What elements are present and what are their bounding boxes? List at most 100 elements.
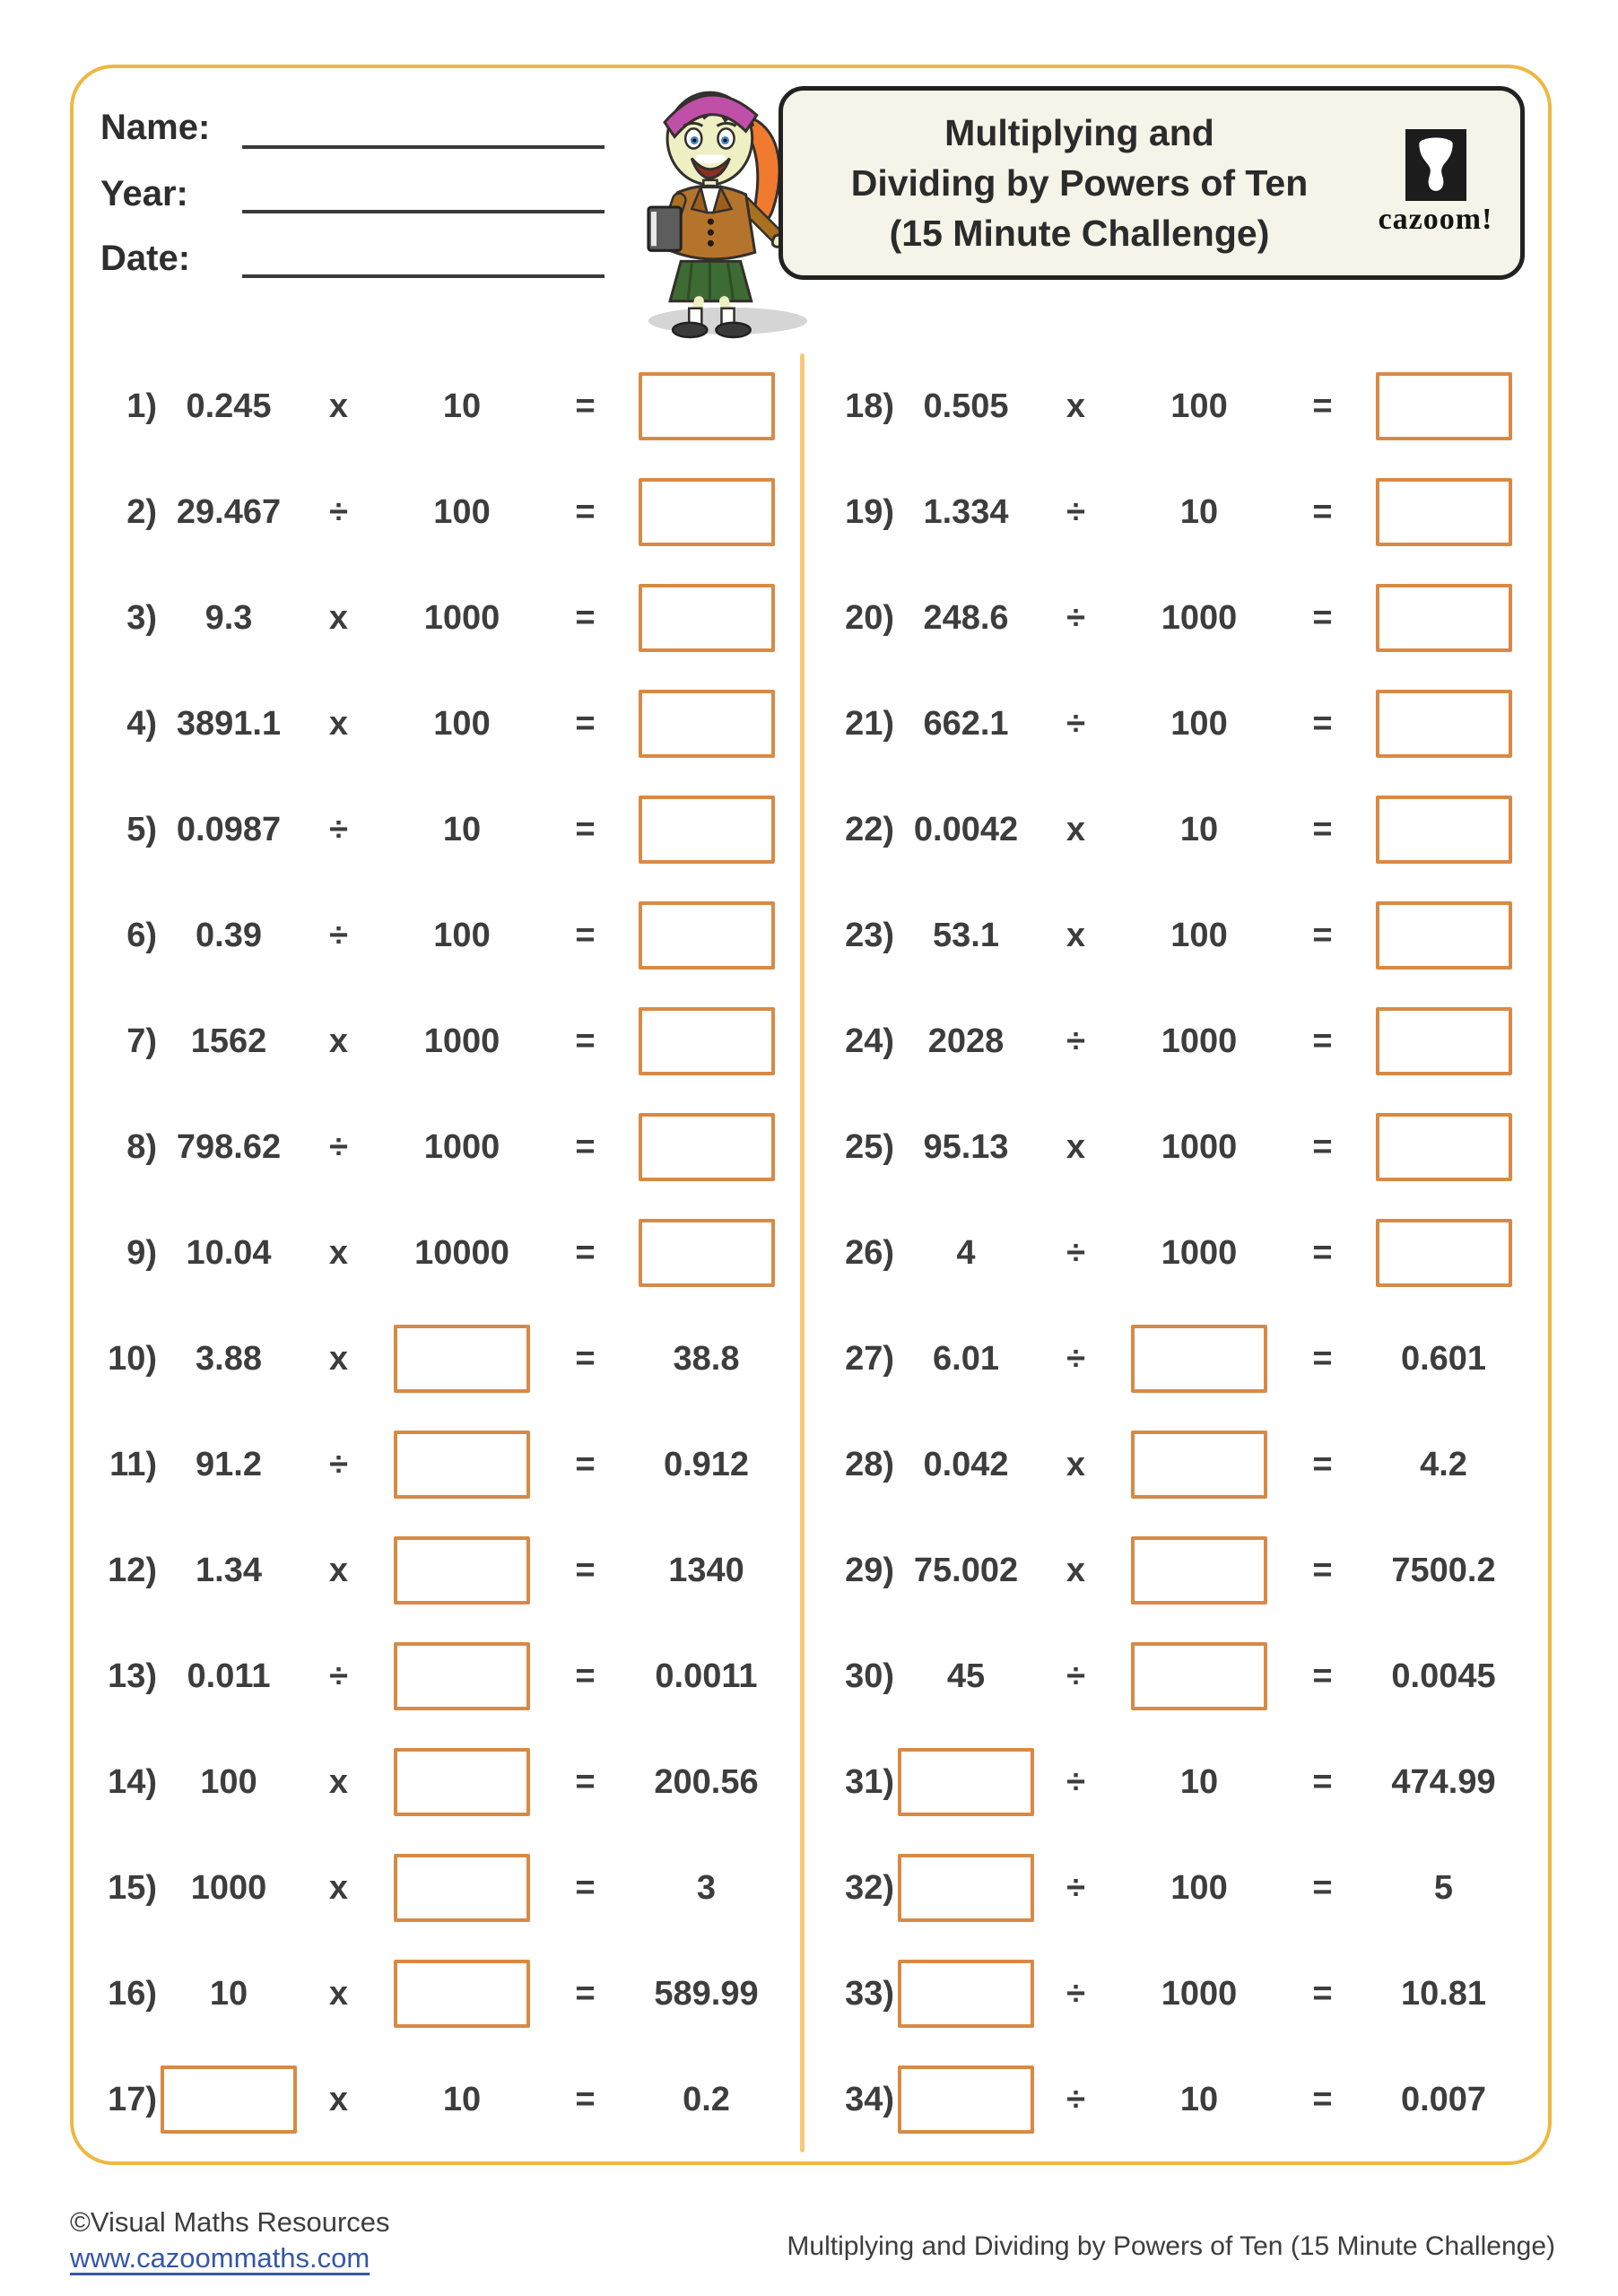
answer-box[interactable] bbox=[638, 901, 775, 970]
operand-2: 1000 bbox=[1161, 598, 1238, 637]
operand-1 bbox=[157, 2066, 300, 2134]
answer-box[interactable] bbox=[638, 1113, 775, 1181]
answer-box[interactable] bbox=[638, 478, 775, 546]
answer-box[interactable] bbox=[1375, 584, 1512, 652]
answer-value bbox=[623, 372, 789, 440]
problem-number: 34) bbox=[845, 2080, 894, 2118]
girl-student-illustration bbox=[647, 91, 808, 339]
answer-box[interactable] bbox=[638, 796, 775, 864]
footer-doc-title: Multiplying and Dividing by Powers of Te… bbox=[787, 2231, 1555, 2261]
worksheet-title: Multiplying and Dividing by Powers of Te… bbox=[783, 108, 1363, 258]
answer-box[interactable] bbox=[394, 1431, 530, 1499]
answer-box[interactable] bbox=[394, 1748, 530, 1816]
date-input-line[interactable] bbox=[242, 274, 605, 278]
date-label: Date: bbox=[100, 239, 191, 278]
answer-box[interactable] bbox=[898, 1854, 1034, 1922]
operator: x bbox=[1066, 916, 1086, 954]
answer-box[interactable] bbox=[1131, 1325, 1267, 1393]
answer-box[interactable] bbox=[394, 1642, 530, 1710]
operand-2: 1000 bbox=[423, 1022, 500, 1060]
answer-box[interactable] bbox=[898, 1960, 1034, 2028]
operator: ÷ bbox=[329, 1657, 348, 1695]
answer-box[interactable] bbox=[1375, 478, 1512, 546]
problem-number: 9) bbox=[126, 1233, 157, 1272]
answer-box[interactable] bbox=[1375, 690, 1512, 758]
operator: ÷ bbox=[1066, 1233, 1085, 1272]
answer-box[interactable] bbox=[638, 1219, 775, 1287]
problem-row: 13) 0.011 ÷ = 0.0011 bbox=[81, 1623, 789, 1729]
operand-2 bbox=[377, 1960, 547, 2028]
problem-number: 1) bbox=[126, 387, 157, 425]
answer-box[interactable] bbox=[638, 1007, 775, 1075]
answer-value bbox=[1361, 478, 1527, 546]
answer-value: 5 bbox=[1433, 1868, 1454, 1907]
problem-row: 8) 798.62 ÷ 1000 = bbox=[81, 1094, 789, 1200]
name-input-line[interactable] bbox=[242, 145, 605, 149]
equals-sign: = bbox=[1312, 492, 1333, 531]
answer-box[interactable] bbox=[161, 2066, 297, 2134]
answer-box[interactable] bbox=[394, 1325, 530, 1393]
answer-box[interactable] bbox=[394, 1536, 530, 1605]
operator: x bbox=[328, 598, 349, 637]
equals-sign: = bbox=[1312, 1551, 1333, 1589]
operand-2: 100 bbox=[433, 916, 491, 954]
operand-1: 0.0987 bbox=[176, 810, 282, 848]
operator: ÷ bbox=[329, 916, 348, 954]
answer-box[interactable] bbox=[1131, 1536, 1267, 1605]
answer-value bbox=[1361, 1007, 1527, 1075]
operand-2 bbox=[377, 1748, 547, 1816]
equals-sign: = bbox=[575, 1339, 596, 1378]
problem-number: 5) bbox=[126, 810, 157, 848]
problem-number: 32) bbox=[845, 1868, 894, 1907]
operand-1: 248.6 bbox=[923, 598, 1009, 637]
operator: x bbox=[1066, 1127, 1086, 1166]
answer-box[interactable] bbox=[1375, 1113, 1512, 1181]
answer-value: 4.2 bbox=[1420, 1445, 1467, 1483]
problem-row: 25) 95.13 x 1000 = bbox=[818, 1094, 1527, 1200]
problem-number: 6) bbox=[126, 916, 157, 954]
answer-box[interactable] bbox=[638, 584, 775, 652]
answer-value: 0.0011 bbox=[655, 1657, 758, 1695]
answer-box[interactable] bbox=[394, 1854, 530, 1922]
problems-column-right: 18) 0.505 x 100 = 19) 1.334 ÷ 10 = 20) 248.6 ÷ 1000 = 2… bbox=[818, 353, 1527, 2152]
answer-box[interactable] bbox=[1375, 796, 1512, 864]
answer-box[interactable] bbox=[898, 2066, 1034, 2134]
answer-box[interactable] bbox=[898, 1748, 1034, 1816]
problem-row: 20) 248.6 ÷ 1000 = bbox=[818, 565, 1527, 671]
operand-1: 798.62 bbox=[176, 1127, 282, 1166]
year-input-line[interactable] bbox=[242, 210, 605, 213]
problem-row: 33) ÷ 1000 = 10.81 bbox=[818, 1941, 1527, 2047]
operand-2 bbox=[377, 1325, 547, 1393]
operand-2: 1000 bbox=[423, 598, 500, 637]
answer-box[interactable] bbox=[638, 690, 775, 758]
operand-2 bbox=[1114, 1431, 1284, 1499]
answer-value bbox=[1361, 796, 1527, 864]
operator: x bbox=[1066, 387, 1086, 425]
answer-box[interactable] bbox=[1131, 1431, 1267, 1499]
answer-box[interactable] bbox=[1375, 1219, 1512, 1287]
operand-2: 10 bbox=[442, 387, 482, 425]
answer-box[interactable] bbox=[1375, 372, 1512, 440]
answer-box[interactable] bbox=[1375, 1007, 1512, 1075]
website-link[interactable]: www.cazoommaths.com bbox=[70, 2242, 370, 2274]
operand-1 bbox=[894, 2066, 1038, 2134]
operand-2 bbox=[1114, 1536, 1284, 1605]
equals-sign: = bbox=[575, 1868, 596, 1907]
answer-box[interactable] bbox=[1131, 1642, 1267, 1710]
answer-value bbox=[1361, 372, 1527, 440]
problem-number: 10) bbox=[108, 1339, 157, 1378]
operand-2: 1000 bbox=[1161, 1233, 1238, 1272]
answer-box[interactable] bbox=[1375, 901, 1512, 970]
equals-sign: = bbox=[1312, 2080, 1333, 2118]
answer-box[interactable] bbox=[394, 1960, 530, 2028]
equals-sign: = bbox=[575, 810, 596, 848]
answer-value: 0.007 bbox=[1400, 2080, 1487, 2118]
operand-1: 3891.1 bbox=[176, 704, 282, 743]
answer-value: 7500.2 bbox=[1391, 1551, 1496, 1589]
problem-row: 14) 100 x = 200.56 bbox=[81, 1729, 789, 1835]
answer-box[interactable] bbox=[638, 372, 775, 440]
operator: ÷ bbox=[1066, 1022, 1085, 1060]
operand-2: 10 bbox=[1179, 2080, 1219, 2118]
operator: x bbox=[328, 1022, 349, 1060]
